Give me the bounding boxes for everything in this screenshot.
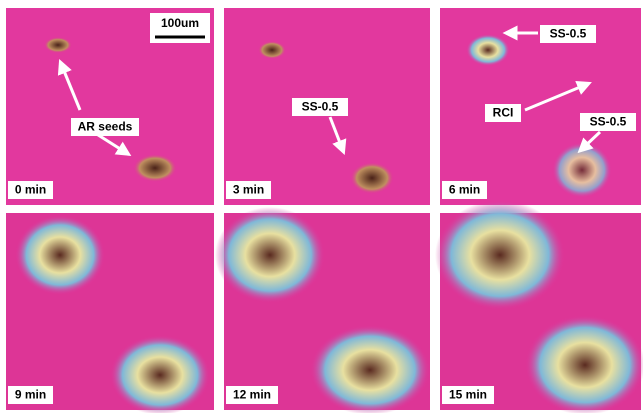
figure: 100um 0 min AR seeds 3 min SS-0.5 6 min SS-0.… <box>0 0 643 413</box>
scale-label: 100um <box>161 16 199 30</box>
time-label: 0 min <box>15 183 46 197</box>
time-label: 3 min <box>233 183 264 197</box>
time-label: 6 min <box>449 183 480 197</box>
annotation: SS-0.5 <box>550 27 587 41</box>
time-label: 15 min <box>449 388 487 402</box>
annotation: SS-0.5 <box>302 100 339 114</box>
annotation: AR seeds <box>78 120 133 134</box>
annotation: SS-0.5 <box>590 115 627 129</box>
annotation: RCI <box>493 106 514 120</box>
time-label: 9 min <box>15 388 46 402</box>
time-label: 12 min <box>233 388 271 402</box>
